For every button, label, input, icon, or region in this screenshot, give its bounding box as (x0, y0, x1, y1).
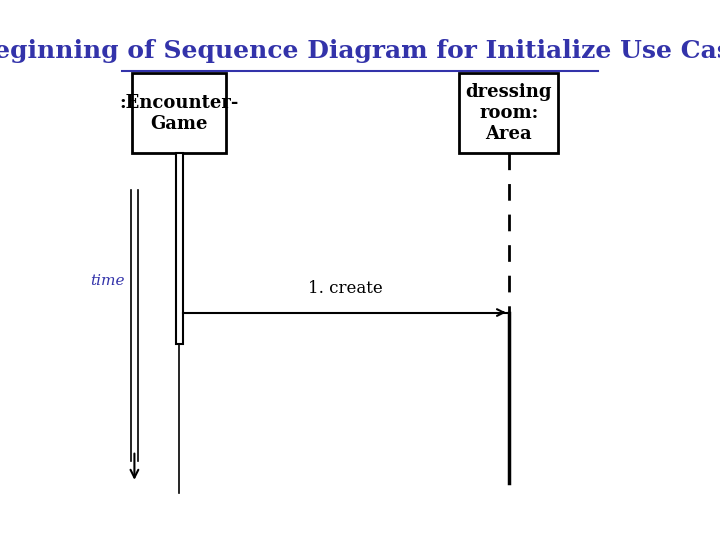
Bar (459, 73, 558, 153)
Bar (176, 153, 182, 345)
Text: Beginning of Sequence Diagram for Initialize Use Case: Beginning of Sequence Diagram for Initia… (0, 39, 720, 63)
Text: :Encounter-
Game: :Encounter- Game (120, 94, 239, 132)
Bar (132, 73, 226, 153)
Text: dressing
room:
Area: dressing room: Area (466, 83, 552, 143)
Text: 1. create: 1. create (308, 280, 383, 296)
Text: time: time (90, 274, 125, 288)
